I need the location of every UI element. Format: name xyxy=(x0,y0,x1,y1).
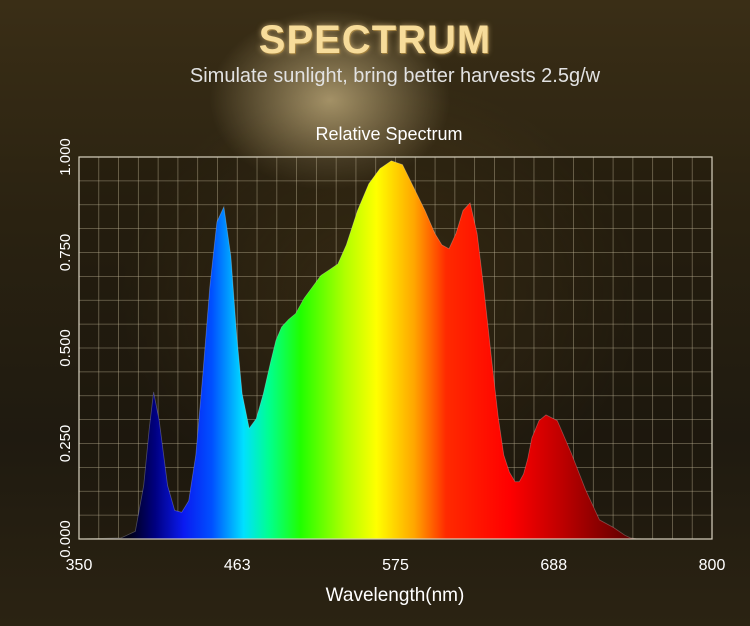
x-axis-label: Wavelength(nm) xyxy=(326,585,465,606)
x-tick-label: 575 xyxy=(382,557,409,574)
page-title: SPECTRUM xyxy=(258,18,492,62)
y-tick-label: 0.250 xyxy=(57,425,74,463)
x-tick-label: 350 xyxy=(66,557,93,574)
y-tick-label: 0.500 xyxy=(57,329,74,367)
plot-frame xyxy=(78,156,713,540)
x-tick-label: 463 xyxy=(224,557,251,574)
y-tick-label: 1.000 xyxy=(57,138,74,176)
x-tick-label: 800 xyxy=(699,557,726,574)
page-subtitle: Simulate sunlight, bring better harvests… xyxy=(189,65,601,87)
y-tick-label: 0.750 xyxy=(57,234,74,272)
chart-title: Relative Spectrum xyxy=(315,124,462,144)
x-tick-label: 688 xyxy=(540,557,567,574)
y-axis-ticks: 0.000 0.250 0.500 0.750 1.000 xyxy=(57,138,74,558)
x-axis-ticks: 350 463 575 688 800 xyxy=(66,557,726,574)
spectrum-area xyxy=(78,160,712,540)
y-tick-label: 0.000 xyxy=(57,520,74,558)
